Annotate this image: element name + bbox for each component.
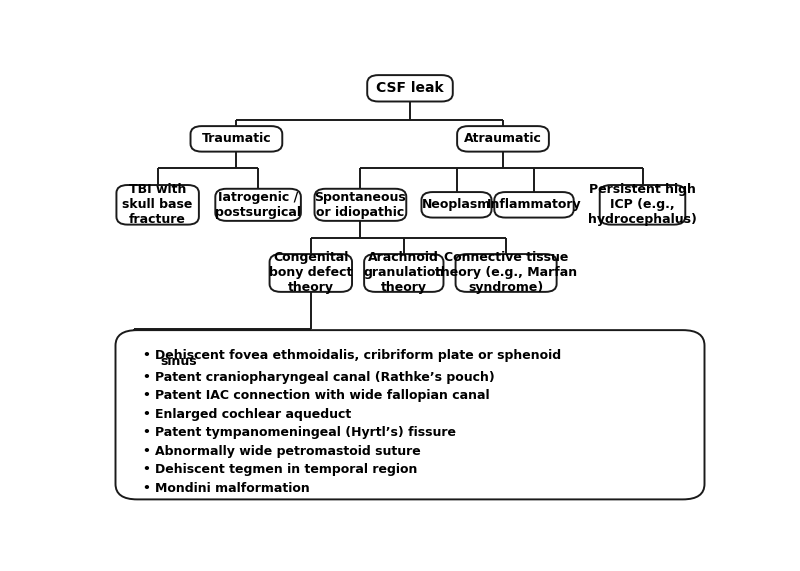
- FancyBboxPatch shape: [117, 185, 199, 224]
- Text: •: •: [142, 463, 150, 476]
- Text: Patent tympanomeningeal (Hyrtl’s) fissure: Patent tympanomeningeal (Hyrtl’s) fissur…: [154, 427, 455, 439]
- FancyBboxPatch shape: [115, 330, 705, 500]
- Text: Arachnoid
granulation
theory: Arachnoid granulation theory: [363, 251, 445, 295]
- Text: Persistent high
ICP (e.g.,
hydrocephalus): Persistent high ICP (e.g., hydrocephalus…: [588, 183, 697, 226]
- Text: sinus: sinus: [161, 355, 198, 368]
- FancyBboxPatch shape: [215, 189, 301, 221]
- Text: Traumatic: Traumatic: [202, 132, 271, 146]
- Text: •: •: [142, 445, 150, 458]
- Text: Congenital
bony defect
theory: Congenital bony defect theory: [269, 251, 353, 295]
- Text: •: •: [142, 427, 150, 439]
- FancyBboxPatch shape: [367, 75, 453, 102]
- Text: •: •: [142, 389, 150, 403]
- FancyBboxPatch shape: [600, 185, 686, 224]
- Text: Inflammatory: Inflammatory: [486, 198, 582, 211]
- Text: •: •: [142, 349, 150, 362]
- FancyBboxPatch shape: [190, 126, 282, 152]
- Text: Enlarged cochlear aqueduct: Enlarged cochlear aqueduct: [154, 408, 351, 421]
- Text: Dehiscent tegmen in temporal region: Dehiscent tegmen in temporal region: [154, 463, 417, 476]
- Text: Spontaneous
or idiopathic: Spontaneous or idiopathic: [314, 191, 406, 219]
- Text: CSF leak: CSF leak: [376, 81, 444, 95]
- Text: Connective tissue
theory (e.g., Marfan
syndrome): Connective tissue theory (e.g., Marfan s…: [435, 251, 577, 295]
- FancyBboxPatch shape: [457, 126, 549, 152]
- Text: TBI with
skull base
fracture: TBI with skull base fracture: [122, 183, 193, 226]
- Text: Dehiscent fovea ethmoidalis, cribriform plate or sphenoid: Dehiscent fovea ethmoidalis, cribriform …: [154, 349, 561, 362]
- Text: Patent craniopharyngeal canal (Rathke’s pouch): Patent craniopharyngeal canal (Rathke’s …: [154, 371, 494, 384]
- FancyBboxPatch shape: [364, 254, 443, 292]
- FancyBboxPatch shape: [422, 192, 491, 218]
- FancyBboxPatch shape: [314, 189, 406, 221]
- Text: Abnormally wide petromastoid suture: Abnormally wide petromastoid suture: [154, 445, 420, 458]
- Text: •: •: [142, 482, 150, 494]
- Text: Iatrogenic /
postsurgical: Iatrogenic / postsurgical: [215, 191, 301, 219]
- Text: •: •: [142, 408, 150, 421]
- Text: Mondini malformation: Mondini malformation: [154, 482, 310, 494]
- FancyBboxPatch shape: [494, 192, 574, 218]
- Text: Neoplasm: Neoplasm: [422, 198, 491, 211]
- Text: •: •: [142, 371, 150, 384]
- Text: Patent IAC connection with wide fallopian canal: Patent IAC connection with wide fallopia…: [154, 389, 489, 403]
- FancyBboxPatch shape: [455, 254, 557, 292]
- Text: Atraumatic: Atraumatic: [464, 132, 542, 146]
- FancyBboxPatch shape: [270, 254, 352, 292]
